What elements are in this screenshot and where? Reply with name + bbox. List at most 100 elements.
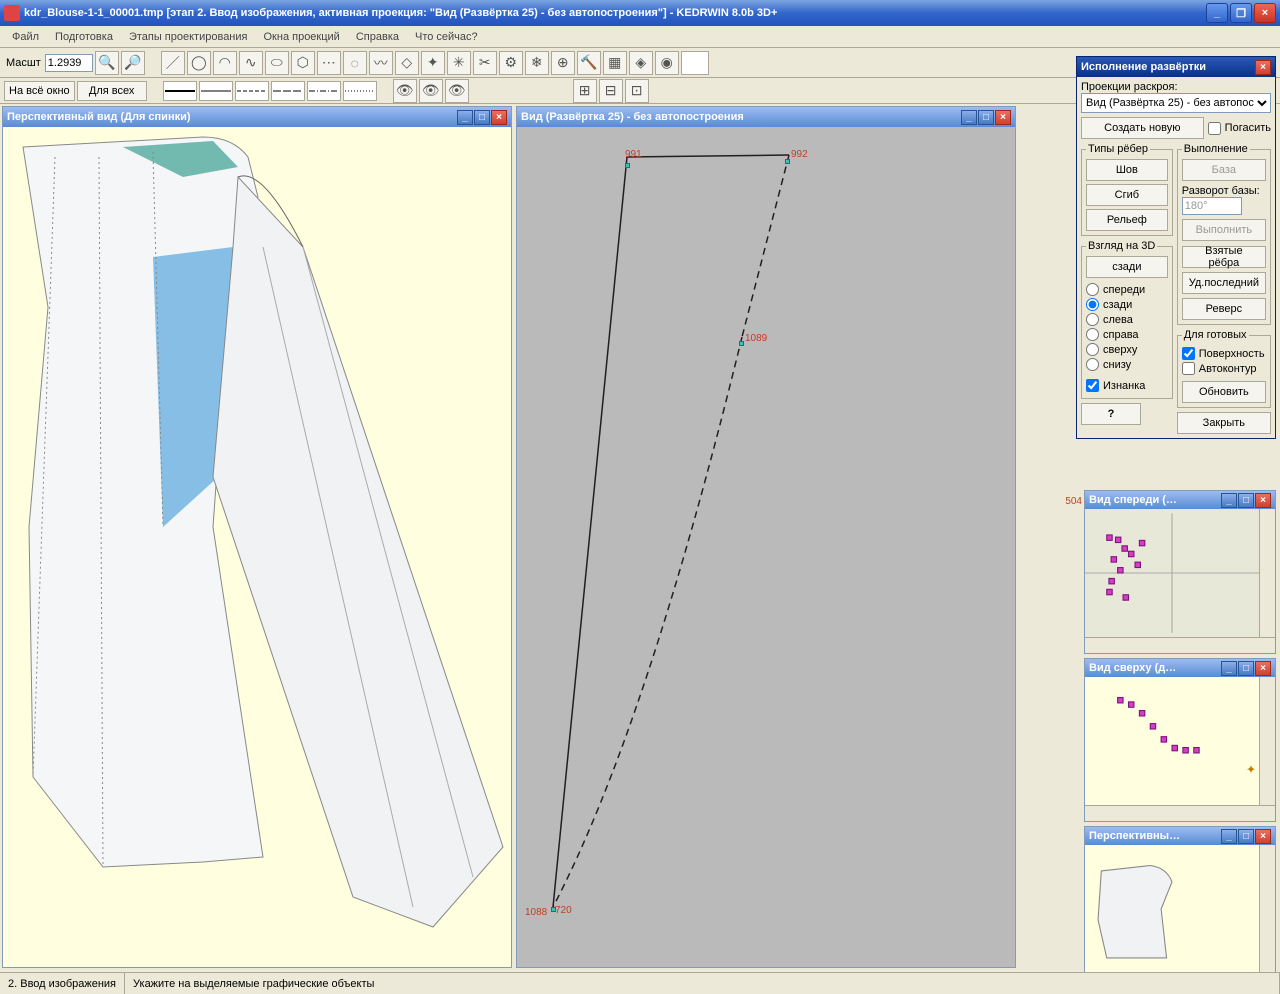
zoom-in-icon[interactable]: 🔍 [95, 51, 119, 75]
tool-more2-icon[interactable]: ◉ [655, 51, 679, 75]
eye3-icon[interactable]: 👁 [445, 79, 469, 103]
thumb1-close-icon[interactable]: × [1255, 493, 1271, 508]
reverse-button[interactable]: Реверс [1182, 298, 1266, 320]
thumb2-hscroll[interactable] [1085, 805, 1275, 821]
grid3-icon[interactable]: ⊡ [625, 79, 649, 103]
tool-spline-icon[interactable]: 〰 [369, 51, 393, 75]
tool-line-icon[interactable]: ／ [161, 51, 185, 75]
create-new-button[interactable]: Создать новую [1081, 117, 1204, 139]
pane-max-icon[interactable]: □ [474, 110, 490, 125]
dialog-close-icon[interactable]: × [1255, 60, 1271, 75]
menu-stages[interactable]: Этапы проектирования [121, 29, 256, 45]
tool-poly-icon[interactable]: ⬡ [291, 51, 315, 75]
fit-window-button[interactable]: На всё окно [4, 81, 75, 101]
viewport-3d[interactable] [3, 127, 511, 967]
surface-checkbox[interactable] [1182, 347, 1195, 360]
radio-right[interactable] [1086, 328, 1099, 341]
tool-cut-icon[interactable]: ✂ [473, 51, 497, 75]
thumb2-vscroll[interactable] [1259, 677, 1275, 805]
tool-more1-icon[interactable]: ◈ [629, 51, 653, 75]
radio-left[interactable] [1086, 313, 1099, 326]
close-button[interactable]: × [1254, 3, 1276, 23]
radio-bottom[interactable] [1086, 358, 1099, 371]
base-button[interactable]: База [1182, 159, 1266, 181]
thumb-persp-viewport[interactable] [1085, 845, 1259, 973]
thumb3-max-icon[interactable]: □ [1238, 829, 1254, 844]
menu-prep[interactable]: Подготовка [47, 29, 121, 45]
for-all-button[interactable]: Для всех [77, 81, 147, 101]
pane-min-icon[interactable]: _ [457, 110, 473, 125]
autocontour-checkbox[interactable] [1182, 362, 1195, 375]
grid1-icon[interactable]: ⊞ [573, 79, 597, 103]
tool-star-icon[interactable]: ✦ [421, 51, 445, 75]
eye1-icon[interactable]: 👁 [393, 79, 417, 103]
thumb-top-viewport[interactable]: ✦ [1085, 677, 1259, 805]
linestyle-dashdot[interactable] [307, 81, 341, 101]
thumb3-min-icon[interactable]: _ [1221, 829, 1237, 844]
minimize-button[interactable]: _ [1206, 3, 1228, 23]
eye2-icon[interactable]: 👁 [419, 79, 443, 103]
thumb1-min-icon[interactable]: _ [1221, 493, 1237, 508]
grid2-icon[interactable]: ⊟ [599, 79, 623, 103]
pane-close-icon[interactable]: × [491, 110, 507, 125]
radio-back[interactable] [1086, 298, 1099, 311]
del-last-button[interactable]: Уд.последний [1182, 272, 1266, 294]
thumb1-max-icon[interactable]: □ [1238, 493, 1254, 508]
tool-cross-icon[interactable]: ⊕ [551, 51, 575, 75]
vertex-991[interactable] [625, 163, 630, 168]
tool-mesh-icon[interactable]: ▦ [603, 51, 627, 75]
linestyle-solid[interactable] [163, 81, 197, 101]
tool-gear-icon[interactable]: ⚙ [499, 51, 523, 75]
behind-button[interactable]: сзади [1086, 256, 1168, 278]
thumb2-min-icon[interactable]: _ [1221, 661, 1237, 676]
taken-edges-button[interactable]: Взятые рёбра [1182, 246, 1266, 268]
tool-dashcircle-icon[interactable]: ◌ [343, 51, 367, 75]
viewport-pattern[interactable]: 991 992 1089 720 1088 [517, 127, 1015, 967]
relief-button[interactable]: Рельеф [1086, 209, 1168, 231]
thumb3-vscroll[interactable] [1259, 845, 1275, 973]
menu-whatsnow[interactable]: Что сейчас? [407, 29, 486, 45]
pane2-max-icon[interactable]: □ [978, 110, 994, 125]
thumb2-close-icon[interactable]: × [1255, 661, 1271, 676]
seam-button[interactable]: Шов [1086, 159, 1168, 181]
scale-input[interactable] [45, 54, 93, 72]
tool-dotted-icon[interactable]: ⋯ [317, 51, 341, 75]
tool-arc-icon[interactable]: ◠ [213, 51, 237, 75]
proj-select[interactable]: Вид (Развёртка 25) - без автопос [1081, 93, 1271, 113]
tool-snow-icon[interactable]: ❄ [525, 51, 549, 75]
zoom-out-icon[interactable]: 🔎 [121, 51, 145, 75]
vertex-720[interactable] [551, 907, 556, 912]
tool-ellipse-icon[interactable]: ⬭ [265, 51, 289, 75]
thumb3-close-icon[interactable]: × [1255, 829, 1271, 844]
menu-file[interactable]: Файл [4, 29, 47, 45]
wrongside-checkbox[interactable] [1086, 379, 1099, 392]
refresh-button[interactable]: Обновить [1182, 381, 1266, 403]
color-swatch[interactable] [681, 51, 709, 75]
menu-windows[interactable]: Окна проекций [256, 29, 348, 45]
tool-circle-icon[interactable]: ◯ [187, 51, 211, 75]
radio-top[interactable] [1086, 343, 1099, 356]
thumb-front-viewport[interactable] [1085, 509, 1259, 637]
angle-input[interactable] [1182, 197, 1242, 215]
linestyle-dot[interactable] [343, 81, 377, 101]
tool-hammer-icon[interactable]: 🔨 [577, 51, 601, 75]
tool-shape-icon[interactable]: ◇ [395, 51, 419, 75]
damp-checkbox[interactable] [1208, 122, 1221, 135]
thumb1-hscroll[interactable] [1085, 637, 1275, 653]
thumb2-max-icon[interactable]: □ [1238, 661, 1254, 676]
vertex-1089[interactable] [739, 341, 744, 346]
fold-button[interactable]: Сгиб [1086, 184, 1168, 206]
maximize-button[interactable]: ❐ [1230, 3, 1252, 23]
tool-curve-icon[interactable]: ∿ [239, 51, 263, 75]
tool-burst-icon[interactable]: ✳ [447, 51, 471, 75]
radio-front[interactable] [1086, 283, 1099, 296]
vertex-992[interactable] [785, 159, 790, 164]
linestyle-thin[interactable] [199, 81, 233, 101]
linestyle-dash1[interactable] [235, 81, 269, 101]
linestyle-dash2[interactable] [271, 81, 305, 101]
thumb1-vscroll[interactable] [1259, 509, 1275, 637]
help-button[interactable]: ? [1081, 403, 1141, 425]
close-dialog-button[interactable]: Закрыть [1177, 412, 1271, 434]
menu-help[interactable]: Справка [348, 29, 407, 45]
pane2-min-icon[interactable]: _ [961, 110, 977, 125]
